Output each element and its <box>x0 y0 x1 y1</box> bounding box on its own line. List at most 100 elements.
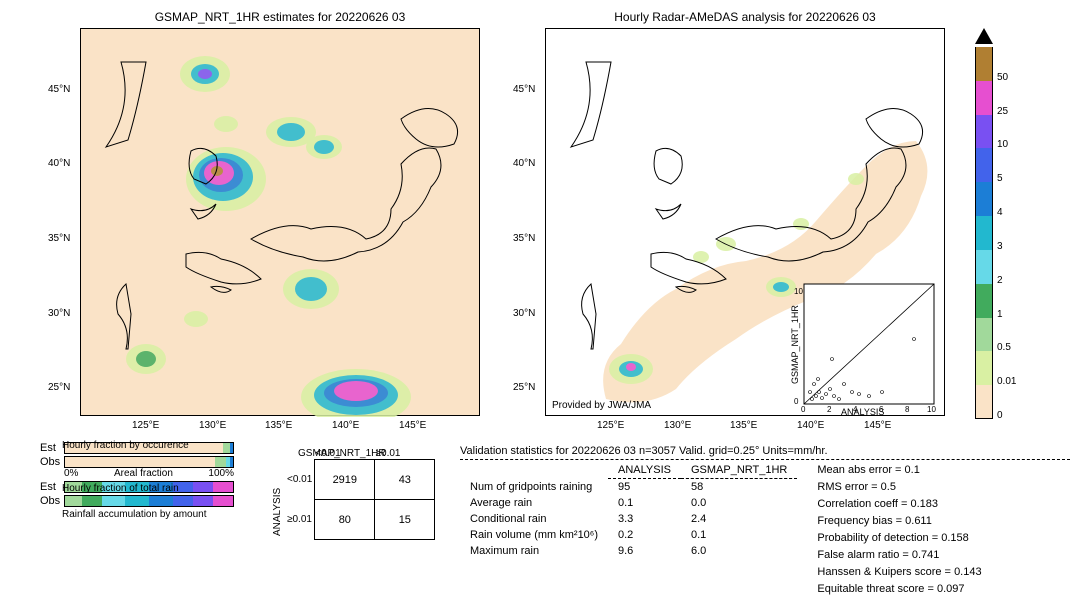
fraction-bars-block: Hourly fraction by occurence Est Obs 0% … <box>40 440 240 507</box>
ytick: 25°N <box>48 382 70 393</box>
stat-val: 0.1 <box>681 527 797 543</box>
est-label: Est <box>40 481 60 493</box>
xtick: 130°E <box>664 420 691 431</box>
validation-scores: Mean abs error = 0.1 RMS error = 0.5 Corre… <box>817 462 981 598</box>
score-label: RMS error = <box>817 481 877 493</box>
colorbar: 00.010.512345102550 <box>975 28 993 419</box>
ytick: 25°N <box>513 382 535 393</box>
stat-val: 3.3 <box>608 511 681 527</box>
score-label: Probability of detection = <box>817 532 938 544</box>
score-val: 0.183 <box>910 498 938 510</box>
contingency-block: GSMAP_NRT_1HR <0.01 ≥0.01 ANALYSIS <0.01… <box>270 448 435 540</box>
sxtick: 6 <box>879 405 883 414</box>
est-label: Est <box>40 442 60 454</box>
validation-table: ANALYSISGSMAP_NRT_1HR Num of gridpoints … <box>460 462 797 559</box>
xtick: 140°E <box>797 420 824 431</box>
ytick: 45°N <box>513 84 535 95</box>
ytick: 40°N <box>513 158 535 169</box>
fraction-bar-tr-obs <box>64 495 234 507</box>
ct-row-label: ≥0.01 <box>287 514 312 525</box>
totalrain-title: Hourly fraction of total rain <box>62 483 179 494</box>
colorbar-tick: 0 <box>997 410 1003 421</box>
sytick: 10 <box>794 287 803 296</box>
xaxis-left: 0% <box>64 468 78 479</box>
ct-cell: 80 <box>315 500 375 540</box>
score-label: Mean abs error = <box>817 464 901 476</box>
score-val: 0.741 <box>912 549 940 561</box>
ct-cell: 15 <box>375 500 435 540</box>
stat-label: Rain volume (mm km²10⁶) <box>460 527 608 543</box>
sxtick: 10 <box>927 405 936 414</box>
right-map-panel: Provided by JWA/JMA ANALYSIS GSMAP_NRT_1… <box>545 28 945 416</box>
colorbar-tick: 4 <box>997 207 1003 218</box>
xtick: 135°E <box>265 420 292 431</box>
ct-cell: 43 <box>375 460 435 500</box>
left-map-title: GSMAP_NRT_1HR estimates for 20220626 03 <box>80 10 480 24</box>
xtick: 140°E <box>332 420 359 431</box>
ct-cell: 2919 <box>315 460 375 500</box>
fraction-bar-occ-obs <box>64 456 234 468</box>
stat-val: 95 <box>608 479 681 496</box>
xaxis-mid: Areal fraction <box>114 468 173 479</box>
xtick: 135°E <box>730 420 757 431</box>
right-map-svg <box>546 29 946 417</box>
stat-val: 6.0 <box>681 543 797 559</box>
score-label: Hanssen & Kuipers score = <box>817 566 951 578</box>
contingency-table: 291943 8015 <box>314 459 435 540</box>
sxtick: 0 <box>801 405 805 414</box>
accum-label: Rainfall accumulation by amount <box>62 509 207 520</box>
xtick: 145°E <box>864 420 891 431</box>
left-map-svg <box>81 29 481 417</box>
colorbar-tick: 10 <box>997 139 1008 150</box>
score-val: 0.5 <box>881 481 896 493</box>
colorbar-tick: 0.5 <box>997 342 1011 353</box>
ytick: 35°N <box>48 233 70 244</box>
attribution: Provided by JWA/JMA <box>552 400 651 411</box>
score-val: 0.097 <box>937 583 965 595</box>
obs-label: Obs <box>40 495 60 507</box>
ct-col-header: GSMAP_NRT_1HR <box>298 448 386 459</box>
ct-row-label: <0.01 <box>287 474 312 485</box>
sxtick: 4 <box>853 405 857 414</box>
stat-val: 0.2 <box>608 527 681 543</box>
colorbar-tick: 2 <box>997 275 1003 286</box>
left-map-panel <box>80 28 480 416</box>
ytick: 30°N <box>513 308 535 319</box>
colorbar-tick: 3 <box>997 241 1003 252</box>
col-header: ANALYSIS <box>608 462 681 479</box>
colorbar-tick: 1 <box>997 309 1003 320</box>
sxtick: 8 <box>905 405 909 414</box>
xtick: 125°E <box>597 420 624 431</box>
validation-title: Validation statistics for 20220626 03 n=… <box>460 445 1070 457</box>
ytick: 40°N <box>48 158 70 169</box>
stat-val: 0.1 <box>608 495 681 511</box>
score-val: 0.143 <box>954 566 982 578</box>
score-val: 0.611 <box>905 515 932 527</box>
stat-val: 9.6 <box>608 543 681 559</box>
ytick: 30°N <box>48 308 70 319</box>
xaxis-right: 100% <box>208 468 234 479</box>
occurrence-title: Hourly fraction by occurence <box>62 440 189 451</box>
ytick: 35°N <box>513 233 535 244</box>
colorbar-tick: 50 <box>997 72 1008 83</box>
score-val: 0.158 <box>941 532 969 544</box>
obs-label: Obs <box>40 456 60 468</box>
score-label: Correlation coeff = <box>817 498 907 510</box>
colorbar-arrow-icon <box>975 28 993 44</box>
validation-block: Validation statistics for 20220626 03 n=… <box>460 445 1070 598</box>
stat-label: Average rain <box>460 495 608 511</box>
colorbar-tick: 0.01 <box>997 376 1016 387</box>
right-map-title: Hourly Radar-AMeDAS analysis for 2022062… <box>545 10 945 24</box>
scatter-ylabel: GSMAP_NRT_1HR <box>790 305 800 384</box>
col-header: GSMAP_NRT_1HR <box>681 462 797 479</box>
stat-label: Conditional rain <box>460 511 608 527</box>
colorbar-tick: 25 <box>997 106 1008 117</box>
score-val: 0.1 <box>905 464 920 476</box>
sxtick: 2 <box>827 405 831 414</box>
xtick: 130°E <box>199 420 226 431</box>
stat-val: 0.0 <box>681 495 797 511</box>
stat-val: 2.4 <box>681 511 797 527</box>
score-label: Frequency bias = <box>817 515 902 527</box>
colorbar-tick: 5 <box>997 173 1003 184</box>
xtick: 145°E <box>399 420 426 431</box>
